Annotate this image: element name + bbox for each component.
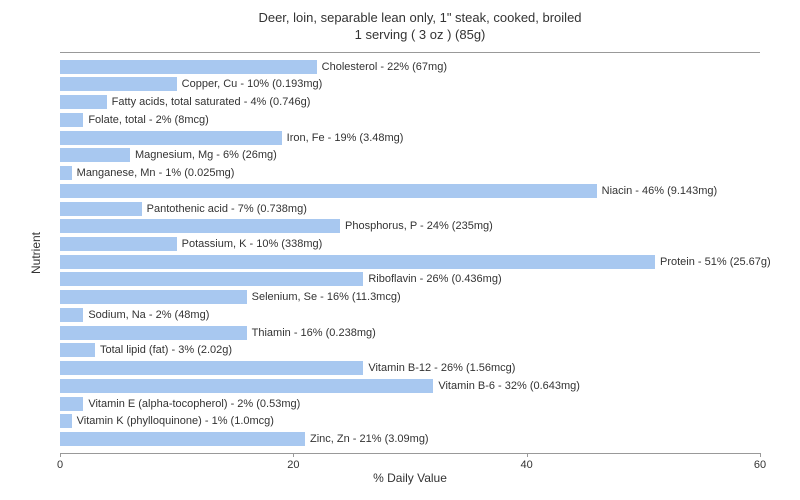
bar: Phosphorus, P - 24% (235mg) — [60, 219, 340, 233]
bar-row: Riboflavin - 26% (0.436mg) — [60, 271, 760, 289]
bar-label: Riboflavin - 26% (0.436mg) — [368, 273, 501, 285]
x-tick-label: 60 — [754, 459, 766, 471]
bar-label: Phosphorus, P - 24% (235mg) — [345, 220, 493, 232]
bar-label: Folate, total - 2% (8mcg) — [88, 114, 208, 126]
bar: Riboflavin - 26% (0.436mg) — [60, 272, 363, 286]
bar-label: Vitamin K (phylloquinone) - 1% (1.0mcg) — [77, 415, 274, 427]
x-tick-label: 0 — [57, 459, 63, 471]
bar: Potassium, K - 10% (338mg) — [60, 237, 177, 251]
bar-row: Potassium, K - 10% (338mg) — [60, 235, 760, 253]
bar-row: Vitamin K (phylloquinone) - 1% (1.0mcg) — [60, 412, 760, 430]
bar: Zinc, Zn - 21% (3.09mg) — [60, 432, 305, 446]
bar: Magnesium, Mg - 6% (26mg) — [60, 148, 130, 162]
bar-row: Magnesium, Mg - 6% (26mg) — [60, 146, 760, 164]
bar-row: Fatty acids, total saturated - 4% (0.746… — [60, 93, 760, 111]
x-tick-mark — [527, 453, 528, 457]
bar-row: Vitamin B-6 - 32% (0.643mg) — [60, 377, 760, 395]
bar-label: Sodium, Na - 2% (48mg) — [88, 309, 209, 321]
bar-row: Vitamin E (alpha-tocopherol) - 2% (0.53m… — [60, 395, 760, 413]
bar-row: Niacin - 46% (9.143mg) — [60, 182, 760, 200]
bars-container: Cholesterol - 22% (67mg) Copper, Cu - 10%… — [60, 53, 760, 453]
bar: Thiamin - 16% (0.238mg) — [60, 326, 247, 340]
bar-row: Pantothenic acid - 7% (0.738mg) — [60, 200, 760, 218]
bar-label: Vitamin B-6 - 32% (0.643mg) — [438, 380, 580, 392]
bar-row: Selenium, Se - 16% (11.3mcg) — [60, 288, 760, 306]
bar-label: Potassium, K - 10% (338mg) — [182, 238, 323, 250]
bar-label: Vitamin B-12 - 26% (1.56mcg) — [368, 362, 515, 374]
bar: Iron, Fe - 19% (3.48mg) — [60, 131, 282, 145]
bar-label: Fatty acids, total saturated - 4% (0.746… — [112, 96, 311, 108]
bar-label: Copper, Cu - 10% (0.193mg) — [182, 78, 323, 90]
bar: Folate, total - 2% (8mcg) — [60, 113, 83, 127]
x-axis-label: % Daily Value — [373, 471, 447, 485]
bar: Vitamin B-12 - 26% (1.56mcg) — [60, 361, 363, 375]
x-tick-label: 40 — [521, 459, 533, 471]
bar-row: Phosphorus, P - 24% (235mg) — [60, 217, 760, 235]
bar-label: Pantothenic acid - 7% (0.738mg) — [147, 203, 307, 215]
bar-row: Cholesterol - 22% (67mg) — [60, 58, 760, 76]
bar-row: Total lipid (fat) - 3% (2.02g) — [60, 342, 760, 360]
x-tick-mark — [760, 453, 761, 457]
bar: Selenium, Se - 16% (11.3mcg) — [60, 290, 247, 304]
bar-row: Sodium, Na - 2% (48mg) — [60, 306, 760, 324]
bar: Total lipid (fat) - 3% (2.02g) — [60, 343, 95, 357]
title-line-1: Deer, loin, separable lean only, 1" stea… — [60, 10, 780, 27]
bar: Copper, Cu - 10% (0.193mg) — [60, 77, 177, 91]
bar: Protein - 51% (25.67g) — [60, 255, 655, 269]
bar: Manganese, Mn - 1% (0.025mg) — [60, 166, 72, 180]
bar-row: Vitamin B-12 - 26% (1.56mcg) — [60, 359, 760, 377]
bar-row: Thiamin - 16% (0.238mg) — [60, 324, 760, 342]
nutrient-chart: Deer, loin, separable lean only, 1" stea… — [0, 0, 800, 500]
bar-row: Folate, total - 2% (8mcg) — [60, 111, 760, 129]
bar-label: Total lipid (fat) - 3% (2.02g) — [100, 344, 232, 356]
title-line-2: 1 serving ( 3 oz ) (85g) — [60, 27, 780, 44]
bar: Sodium, Na - 2% (48mg) — [60, 308, 83, 322]
bar-row: Manganese, Mn - 1% (0.025mg) — [60, 164, 760, 182]
bar-label: Manganese, Mn - 1% (0.025mg) — [77, 167, 235, 179]
bar-label: Niacin - 46% (9.143mg) — [602, 185, 718, 197]
bar: Pantothenic acid - 7% (0.738mg) — [60, 202, 142, 216]
bar: Cholesterol - 22% (67mg) — [60, 60, 317, 74]
bar-label: Zinc, Zn - 21% (3.09mg) — [310, 433, 429, 445]
bar-row: Protein - 51% (25.67g) — [60, 253, 760, 271]
bar-label: Iron, Fe - 19% (3.48mg) — [287, 132, 404, 144]
bar: Vitamin K (phylloquinone) - 1% (1.0mcg) — [60, 414, 72, 428]
bar-row: Iron, Fe - 19% (3.48mg) — [60, 129, 760, 147]
bar: Vitamin B-6 - 32% (0.643mg) — [60, 379, 433, 393]
bar: Fatty acids, total saturated - 4% (0.746… — [60, 95, 107, 109]
bar-label: Cholesterol - 22% (67mg) — [322, 61, 447, 73]
bar-label: Protein - 51% (25.67g) — [660, 256, 771, 268]
bar-label: Thiamin - 16% (0.238mg) — [252, 327, 376, 339]
bar-label: Vitamin E (alpha-tocopherol) - 2% (0.53m… — [88, 398, 300, 410]
bar-label: Magnesium, Mg - 6% (26mg) — [135, 149, 277, 161]
bar: Niacin - 46% (9.143mg) — [60, 184, 597, 198]
plot-area: Nutrient % Daily Value Cholesterol - 22%… — [60, 52, 760, 454]
x-tick-mark — [293, 453, 294, 457]
bar: Vitamin E (alpha-tocopherol) - 2% (0.53m… — [60, 397, 83, 411]
x-tick-label: 20 — [287, 459, 299, 471]
bar-row: Zinc, Zn - 21% (3.09mg) — [60, 430, 760, 448]
chart-title: Deer, loin, separable lean only, 1" stea… — [60, 10, 780, 44]
x-tick-mark — [60, 453, 61, 457]
y-axis-label: Nutrient — [29, 232, 43, 274]
bar-row: Copper, Cu - 10% (0.193mg) — [60, 76, 760, 94]
bar-label: Selenium, Se - 16% (11.3mcg) — [252, 291, 401, 303]
